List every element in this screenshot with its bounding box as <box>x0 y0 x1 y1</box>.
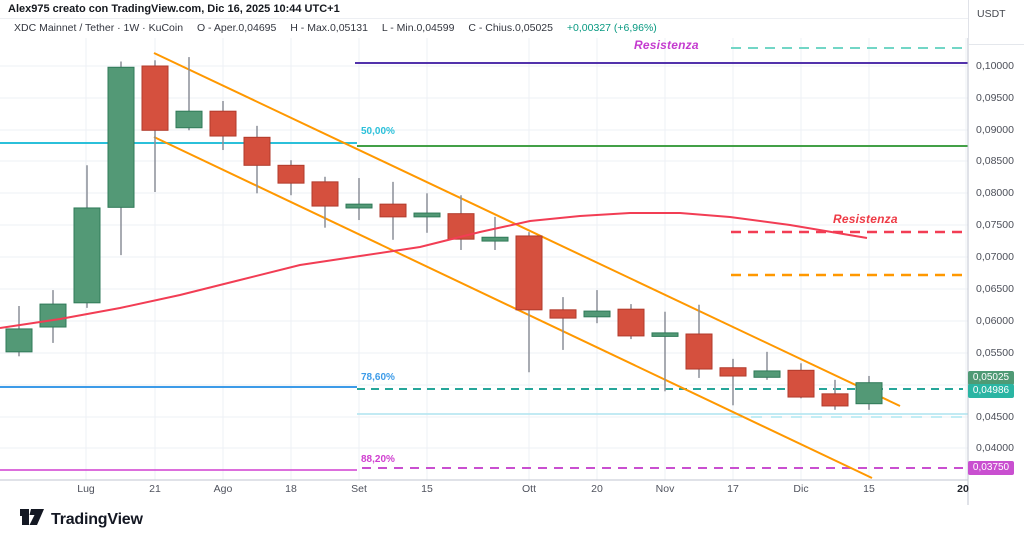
candle-body <box>141 65 169 131</box>
candle-body <box>413 212 441 218</box>
time-tick: Nov <box>655 483 675 495</box>
price-badge: 0,03750 <box>968 461 1014 475</box>
candle-body <box>277 164 305 184</box>
ohlc-close: C - Chius.0,05025 <box>468 22 553 34</box>
candle-body <box>379 203 407 218</box>
time-tick: 17 <box>727 483 739 495</box>
price-tick: 0,07000 <box>976 251 1014 263</box>
symbol-title: XDC Mainnet / Tether · 1W · KuCoin <box>14 22 184 34</box>
resistance-label[interactable]: Resistenza <box>833 212 898 226</box>
candle-body <box>209 110 237 137</box>
candle-body <box>311 181 339 207</box>
candle-body <box>617 308 645 337</box>
tradingview-logo-icon <box>20 508 44 531</box>
candle-body <box>685 333 713 370</box>
trendline-channel[interactable] <box>153 52 901 407</box>
time-tick: Lug <box>77 483 95 495</box>
candle-body <box>515 235 543 311</box>
candle-body <box>719 367 747 377</box>
price-tick: 0,07500 <box>976 219 1014 231</box>
chart-legend: XDC Mainnet / Tether · 1W · KuCoin O - A… <box>0 19 968 38</box>
resistance-label[interactable]: Resistenza <box>634 38 699 52</box>
candle-body <box>243 136 271 166</box>
price-badge: 0,04986 <box>968 384 1014 398</box>
time-tick: 20 <box>591 483 603 495</box>
ohlc-low: L - Min.0,04599 <box>381 22 455 34</box>
ohlc-high: H - Max.0,05131 <box>290 22 368 34</box>
candle-body <box>345 203 373 209</box>
fib-level-label[interactable]: 50,00% <box>361 126 395 137</box>
ma-line[interactable] <box>0 212 868 329</box>
price-tick: 0,05500 <box>976 347 1014 359</box>
price-tick: 0,04000 <box>976 442 1014 454</box>
candle-body <box>39 303 67 328</box>
time-tick: 20 <box>957 483 969 495</box>
time-tick: Set <box>351 483 367 495</box>
candle-body <box>175 110 203 129</box>
candle-body <box>107 66 135 208</box>
time-tick: 18 <box>285 483 297 495</box>
candle-body <box>583 310 611 318</box>
candle-body <box>787 369 815 398</box>
price-tick: 0,08000 <box>976 187 1014 199</box>
time-tick: Ott <box>521 483 537 495</box>
candle-body <box>651 332 679 337</box>
price-badge: 0,05025 <box>968 371 1014 385</box>
price-tick: 0,06000 <box>976 315 1014 327</box>
trendline-channel[interactable] <box>153 136 873 479</box>
price-tick: 0,08500 <box>976 155 1014 167</box>
time-tick: 15 <box>863 483 875 495</box>
candle-body <box>753 370 781 378</box>
candle-body <box>855 382 883 405</box>
time-tick: 21 <box>149 483 161 495</box>
candle-body <box>447 213 475 240</box>
price-tick: 0,04500 <box>976 411 1014 423</box>
tradingview-logo-text: TradingView <box>51 510 143 528</box>
candle-body <box>549 309 577 319</box>
price-tick: 0,10000 <box>976 60 1014 72</box>
fib-level-label[interactable]: 78,60% <box>361 372 395 383</box>
price-tick: 0,06500 <box>976 283 1014 295</box>
price-change: +0,00327 (+6,96%) <box>566 22 657 34</box>
time-tick: Ago <box>213 483 233 495</box>
price-tick: 0,09500 <box>976 92 1014 104</box>
candle-body <box>73 207 101 304</box>
ohlc-open: O - Aper.0,04695 <box>196 22 277 34</box>
price-axis-currency[interactable]: USDT <box>969 0 1024 45</box>
time-tick: Dic <box>793 483 809 495</box>
tradingview-logo[interactable]: TradingView <box>20 508 143 531</box>
candle-body <box>5 328 33 353</box>
fib-level-label[interactable]: 88,20% <box>361 454 395 465</box>
candle-body <box>821 393 849 407</box>
candle-body <box>481 236 509 242</box>
attribution-text: Alex975 creato con TradingView.com, Dic … <box>0 0 968 19</box>
time-tick: 15 <box>421 483 433 495</box>
price-tick: 0,09000 <box>976 124 1014 136</box>
